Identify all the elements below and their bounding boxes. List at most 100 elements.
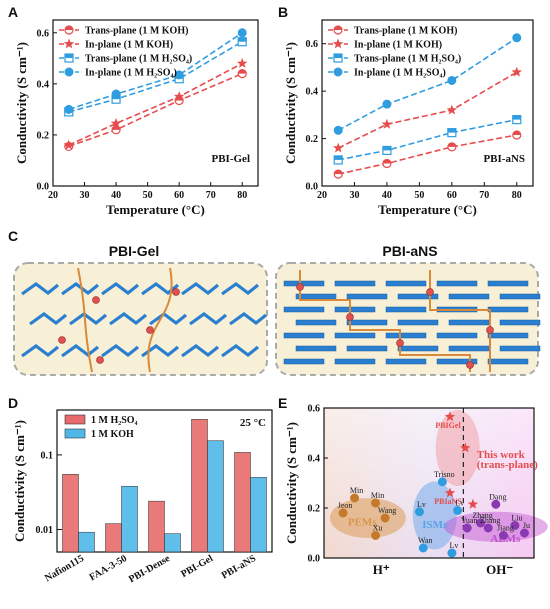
data-point [173, 91, 185, 102]
pbi-ans-title: PBI-aNS [382, 243, 437, 259]
legend-swatch [64, 414, 86, 425]
legend-marker [63, 38, 75, 49]
legend-marker-fill [65, 26, 73, 30]
scatter-point [444, 487, 456, 498]
chart-e: 0.0 0.2 0.4 0.6 Conductivity (S cm⁻¹) H⁺ OH⁻ PE… [284, 404, 548, 577]
ion-channel [147, 267, 173, 373]
series-line [68, 72, 243, 148]
y-tick-label: 0.1 [41, 450, 54, 461]
nanosheet-layer [385, 280, 427, 287]
x-tick-label: 30 [349, 190, 359, 201]
series-1: In-plane (1 M KOH) [328, 38, 522, 153]
nanosheet-layer [448, 293, 490, 300]
data-point [382, 99, 392, 109]
y-axis-label: Conductivity (S cm⁻¹) [12, 420, 27, 542]
nanosheet-layer [397, 293, 439, 300]
ion-particle [466, 361, 474, 369]
data-point [237, 37, 247, 47]
scatter-point [444, 411, 456, 422]
bar-0 [105, 523, 122, 553]
x-tick-label: 60 [174, 190, 184, 201]
data-point [512, 130, 522, 140]
chart-annotation: PBI-Gel [212, 153, 251, 165]
x-category-label: H⁺ [373, 562, 390, 577]
x-tick-label: 70 [206, 190, 216, 201]
fiber-segment [61, 344, 99, 358]
ion-particle [426, 288, 434, 296]
nanosheet-layer [295, 345, 337, 352]
nanosheet-layer [283, 332, 325, 339]
category-label: PBI-aNS [220, 553, 259, 582]
group-label: ISMs [422, 519, 448, 531]
fiber-segment [101, 344, 139, 358]
bar-1 [207, 440, 224, 553]
series-line [68, 32, 243, 111]
series-2: Trans-plane (1 M H₂SO₄) [328, 53, 522, 165]
y-tick-label: 0.2 [37, 130, 50, 141]
chart-d: 0.01 0.1 Conductivity (S cm⁻¹) 25 °C Nafion1… [12, 409, 273, 586]
data-point-fill [334, 170, 343, 175]
scatter-point [350, 493, 360, 503]
ion-particle [396, 339, 404, 347]
y-tick-label: 0.6 [308, 404, 321, 415]
series-1: In-plane (1 M KOH) [59, 38, 248, 150]
point-label: Lv [417, 500, 426, 509]
y-tick-label: 0.4 [37, 79, 50, 90]
nanosheet-layer [499, 345, 541, 352]
y-tick-label: 0.6 [37, 28, 50, 39]
nanosheet-layer [436, 280, 478, 287]
scatter-point [498, 531, 508, 540]
legend-marker-fill [334, 54, 342, 58]
bar-0 [191, 419, 208, 553]
category-label: PBI-Dense [127, 553, 172, 586]
fiber-segment [149, 312, 187, 326]
pbi-gel-fibers [21, 267, 267, 373]
this-work-label: This work [477, 449, 526, 461]
category-label: Nafion115 [43, 553, 86, 584]
chart-a: 20 30 40 50 60 70 80 0.0 0.2 0.4 0.6 Temperature (°… [14, 19, 259, 217]
bar-1 [78, 531, 95, 553]
point-label: Lv [455, 499, 464, 508]
y-tick-label: 0.0 [37, 182, 50, 193]
x-tick-label: 60 [447, 190, 457, 201]
point-label: PBIGel [435, 421, 461, 430]
nanosheet-layer [334, 306, 376, 313]
bar-0 [62, 473, 79, 553]
panel-letter-c: C [8, 228, 18, 244]
nanosheet-layer [346, 345, 388, 352]
x-tick-label: 40 [382, 190, 392, 201]
data-point [333, 155, 343, 165]
nanosheet-layer [334, 280, 376, 287]
fiber-segment [29, 312, 67, 326]
nanosheet-layer [397, 345, 439, 352]
x-tick-label: 20 [48, 190, 58, 201]
data-point-fill [238, 37, 247, 42]
scatter-point [519, 528, 529, 538]
nanosheet-layer [487, 358, 529, 365]
bar-1 [121, 485, 138, 553]
y-tick-label: 0.2 [306, 134, 319, 145]
data-point [64, 104, 74, 114]
scatter-point [453, 506, 463, 515]
panel-letter-d: D [8, 395, 18, 411]
x-tick-label: 50 [143, 190, 153, 201]
data-point [63, 139, 74, 150]
data-point [174, 70, 184, 80]
data-point [511, 66, 522, 77]
category-label: FAA-3-50 [88, 553, 129, 583]
nanosheet-layer [499, 293, 541, 300]
point-label: Xu [373, 524, 383, 533]
data-point [382, 158, 392, 169]
y-tick-label: 0.6 [306, 39, 319, 50]
scatter-point [414, 507, 424, 517]
fiber-segment [189, 312, 227, 326]
point-label: Wang [378, 506, 396, 515]
nanosheet-layer [436, 332, 478, 339]
fiber-segment [181, 344, 219, 358]
series-0: Trans-plane (1 M KOH) [328, 25, 522, 179]
bar-1 [250, 477, 267, 553]
data-point [382, 145, 392, 156]
legend-label: Trans-plane (1 M KOH) [354, 26, 457, 37]
scatter-point [491, 499, 501, 509]
fiber-segment [141, 282, 179, 296]
